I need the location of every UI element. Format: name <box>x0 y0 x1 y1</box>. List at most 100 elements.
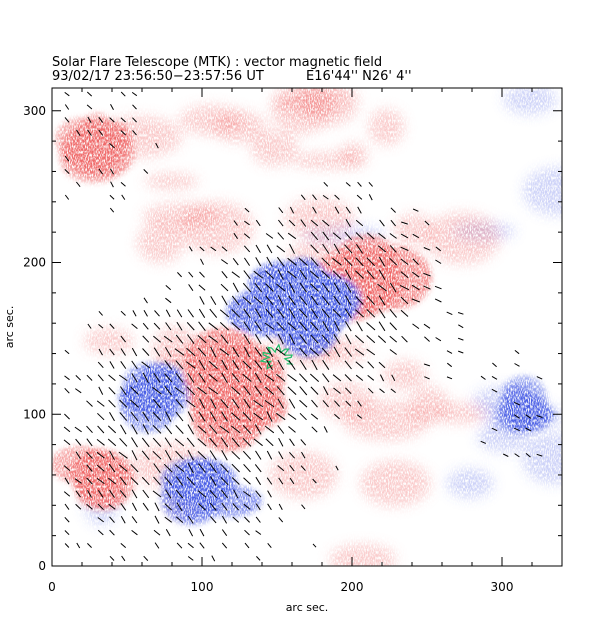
field-vector <box>514 414 520 419</box>
field-vector <box>411 284 420 291</box>
field-vector <box>243 490 251 497</box>
field-vector <box>276 283 286 292</box>
field-vector <box>175 411 184 422</box>
field-vector <box>458 350 464 354</box>
field-vector <box>131 323 138 329</box>
field-vector <box>367 375 375 381</box>
field-vector <box>130 463 139 473</box>
field-vector <box>255 244 261 253</box>
field-vector <box>300 439 307 446</box>
field-vector <box>243 270 251 280</box>
field-vector <box>87 129 92 136</box>
field-vector <box>231 412 241 421</box>
field-vector <box>130 411 139 422</box>
field-vector <box>309 373 320 382</box>
field-vector <box>64 530 70 536</box>
field-vector <box>299 269 307 280</box>
field-vector <box>344 374 352 382</box>
field-vector <box>231 386 241 395</box>
field-vector <box>266 477 273 485</box>
field-vector <box>97 425 105 434</box>
field-vector <box>198 503 206 511</box>
field-vector <box>197 451 207 460</box>
field-vector <box>87 323 92 329</box>
field-vector <box>310 219 319 227</box>
field-vector <box>378 295 386 306</box>
field-vector <box>64 117 70 123</box>
field-vector <box>278 207 284 214</box>
field-vector <box>120 515 126 524</box>
field-vector <box>153 335 161 343</box>
field-vector <box>312 194 317 201</box>
x-tick-label: 0 <box>48 580 56 594</box>
field-vector <box>221 259 228 265</box>
field-vector <box>367 387 374 394</box>
field-vector <box>411 298 420 303</box>
field-vector <box>491 388 498 393</box>
field-vector <box>357 181 362 187</box>
field-vector <box>153 347 161 357</box>
field-vector <box>321 282 330 293</box>
field-vector <box>188 271 194 278</box>
field-vector <box>87 543 92 548</box>
field-vector <box>288 426 296 433</box>
field-vector <box>288 333 296 345</box>
field-vector <box>301 451 306 459</box>
field-vector <box>525 453 531 458</box>
field-vector <box>243 398 251 409</box>
field-vector <box>344 282 352 293</box>
field-vector <box>265 438 274 447</box>
field-vector <box>175 516 184 523</box>
field-vector <box>129 399 140 408</box>
field-vector <box>525 414 532 419</box>
field-vector <box>86 451 93 459</box>
field-vector <box>98 168 104 175</box>
field-vector <box>266 411 273 422</box>
field-vector <box>232 359 240 370</box>
field-vector <box>289 451 295 459</box>
field-vector <box>119 412 128 421</box>
field-vector <box>108 463 116 473</box>
field-vector <box>109 411 115 422</box>
field-vector <box>277 295 284 306</box>
field-vector <box>163 335 173 343</box>
field-vector <box>142 348 150 356</box>
field-vector <box>231 373 240 383</box>
field-vector <box>276 245 286 253</box>
field-vector <box>233 232 239 239</box>
field-vector <box>389 282 397 293</box>
field-vector <box>299 308 308 318</box>
field-vector <box>64 375 70 381</box>
field-vector <box>86 104 93 110</box>
field-vector <box>299 373 308 383</box>
field-vector <box>255 530 262 535</box>
field-vector <box>266 244 273 254</box>
field-vector <box>287 374 297 382</box>
field-vector <box>379 219 385 227</box>
field-vector <box>321 308 330 319</box>
field-vector <box>131 489 138 499</box>
field-vector <box>131 450 138 461</box>
field-vector <box>187 462 194 474</box>
field-vector <box>334 413 340 420</box>
field-vector <box>120 503 127 511</box>
field-vector <box>264 374 275 382</box>
contour-line <box>259 343 294 370</box>
field-vector <box>391 374 396 382</box>
field-vector <box>277 232 285 240</box>
field-vector <box>187 411 194 422</box>
field-vector <box>278 503 283 510</box>
field-vector <box>244 220 250 226</box>
field-vector <box>287 232 297 240</box>
field-vector <box>378 308 386 319</box>
field-vector <box>109 450 115 460</box>
field-vector <box>514 453 520 458</box>
field-vector <box>287 257 297 266</box>
field-vector <box>231 463 240 473</box>
field-vector <box>152 450 162 460</box>
field-vector <box>197 490 207 498</box>
field-vector <box>96 400 105 407</box>
field-vector <box>87 116 92 124</box>
field-vector <box>197 335 207 344</box>
field-vector <box>323 386 329 396</box>
